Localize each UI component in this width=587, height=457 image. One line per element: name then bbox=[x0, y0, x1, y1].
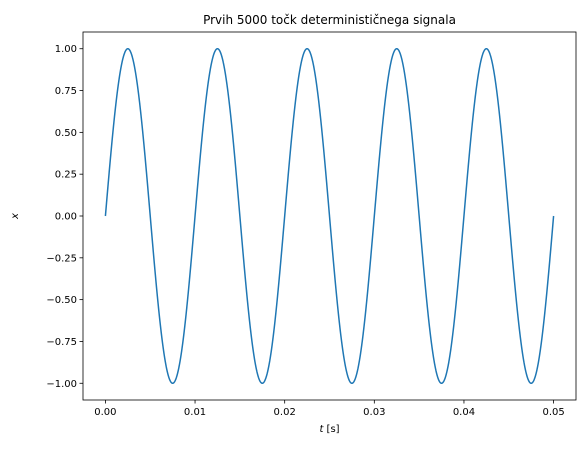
y-tick-label: 0.75 bbox=[55, 86, 77, 97]
y-tick-label: −0.25 bbox=[46, 253, 77, 264]
chart-title: Prvih 5000 točk determinističnega signal… bbox=[203, 13, 456, 27]
y-axis-label: x bbox=[10, 213, 21, 220]
x-tick-label: 0.05 bbox=[542, 407, 564, 418]
y-tick-label: 0.25 bbox=[55, 170, 77, 181]
y-tick-label: 1.00 bbox=[55, 44, 77, 55]
x-tick-label: 0.02 bbox=[274, 407, 296, 418]
x-tick-label: 0.04 bbox=[453, 407, 475, 418]
y-tick-label: −0.50 bbox=[46, 295, 77, 306]
x-tick-label: 0.01 bbox=[184, 407, 206, 418]
x-axis-variable: t bbox=[319, 424, 324, 435]
y-tick-label: 0.00 bbox=[55, 212, 77, 223]
x-axis-unit: [s] bbox=[327, 424, 340, 435]
y-tick-label: 0.50 bbox=[55, 128, 77, 139]
x-tick-label: 0.03 bbox=[363, 407, 385, 418]
y-tick-label: −1.00 bbox=[46, 379, 77, 390]
plot-area bbox=[104, 47, 555, 385]
x-tick-label: 0.00 bbox=[94, 407, 116, 418]
y-tick-label: −0.75 bbox=[46, 337, 77, 348]
axes: 0.00 0.01 0.02 0.03 0.04 0.05 −1.00 −0.75 −0.50 −… bbox=[46, 31, 577, 418]
series-line-0 bbox=[104, 47, 555, 385]
x-axis-label: t [s] bbox=[319, 424, 339, 435]
